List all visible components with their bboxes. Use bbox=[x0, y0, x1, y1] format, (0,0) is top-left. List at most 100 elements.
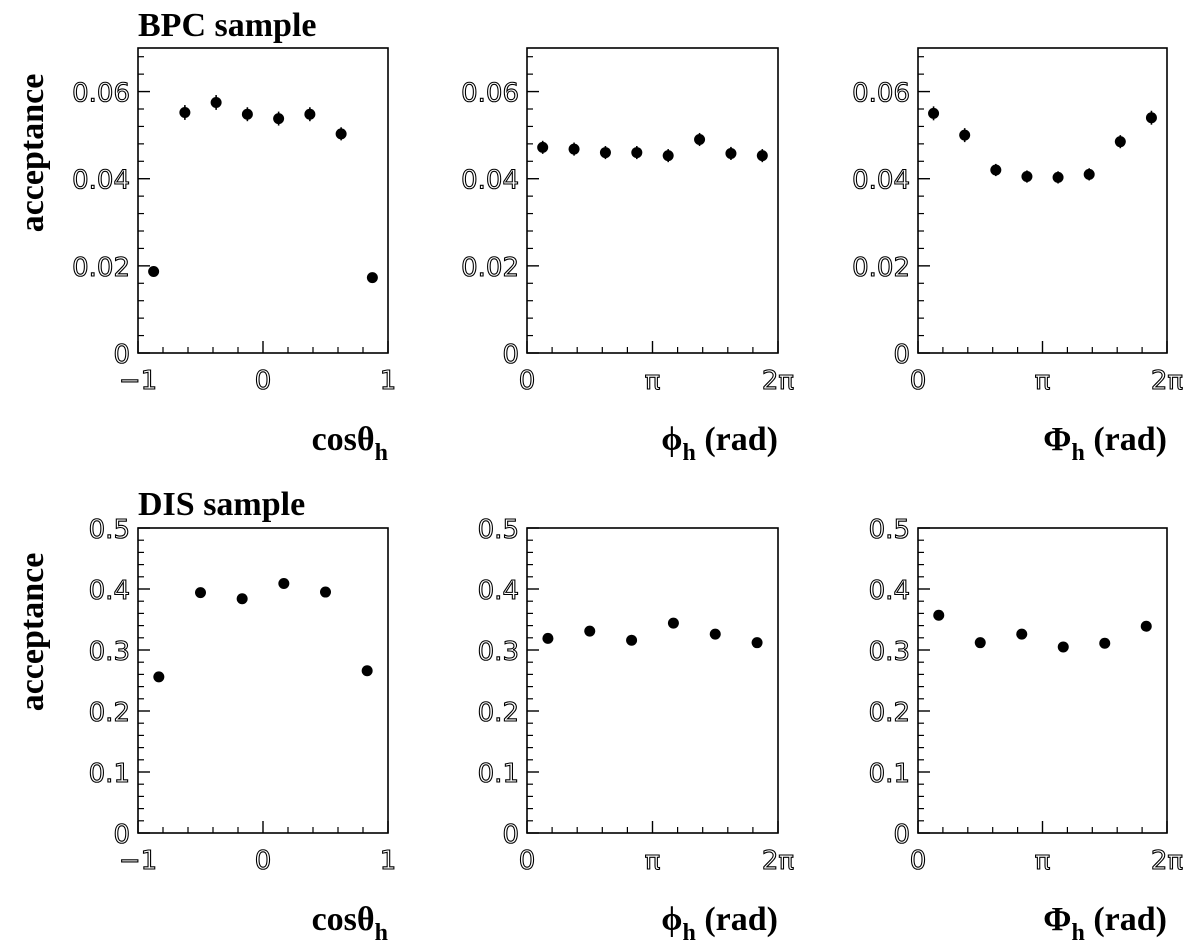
data-point bbox=[278, 578, 290, 590]
data-point bbox=[304, 108, 316, 120]
y-tick-label: 0 bbox=[893, 340, 910, 370]
data-point bbox=[1016, 628, 1028, 640]
plot-frame bbox=[526, 527, 779, 834]
y-tick-label: 0.06 bbox=[72, 79, 130, 109]
data-point bbox=[320, 586, 331, 598]
data-point bbox=[756, 150, 768, 162]
data-point bbox=[1145, 112, 1157, 124]
y-tick-label: 0 bbox=[893, 820, 910, 850]
y-tick-label: 0 bbox=[113, 820, 130, 850]
x-tick-label: 2π bbox=[762, 366, 794, 396]
y-tick-label: 0.04 bbox=[461, 166, 519, 196]
data-point bbox=[1057, 641, 1069, 653]
data-point bbox=[195, 587, 206, 599]
data-point bbox=[599, 147, 611, 159]
data-point bbox=[273, 113, 285, 125]
y-tick-label: 0.5 bbox=[869, 515, 910, 545]
data-point bbox=[709, 628, 721, 640]
data-point bbox=[1083, 168, 1095, 180]
data-point bbox=[537, 141, 549, 153]
x-axis-label: cosθh bbox=[312, 901, 388, 944]
y-tick-label: 0.4 bbox=[478, 576, 519, 606]
data-point bbox=[335, 128, 347, 140]
data-point bbox=[366, 272, 378, 284]
y-tick-label: 0.3 bbox=[869, 637, 910, 667]
data-point bbox=[568, 143, 580, 155]
y-tick-label: 0.2 bbox=[869, 698, 910, 728]
y-tick-label: 0.04 bbox=[852, 166, 910, 196]
x-tick-label: −1 bbox=[119, 366, 157, 396]
data-point bbox=[1021, 171, 1033, 183]
data-point bbox=[626, 634, 638, 646]
y-tick-label: 0.06 bbox=[461, 79, 519, 109]
y-tick-label: 0.4 bbox=[89, 576, 130, 606]
y-tick-label: 0.02 bbox=[852, 253, 910, 283]
data-point bbox=[667, 617, 679, 629]
data-point bbox=[974, 637, 986, 649]
data-point bbox=[694, 134, 706, 145]
ylabel-bottom: acceptance bbox=[14, 553, 51, 712]
y-tick-label: 0.04 bbox=[72, 166, 130, 196]
x-tick-label: 1 bbox=[380, 846, 397, 876]
x-tick-label: π bbox=[1035, 846, 1051, 876]
x-tick-label: −1 bbox=[119, 846, 157, 876]
y-tick-label: 0.2 bbox=[478, 698, 519, 728]
data-point bbox=[236, 593, 248, 605]
data-point bbox=[751, 637, 763, 649]
x-axis-label: Φh (rad) bbox=[1043, 421, 1167, 466]
data-point bbox=[241, 108, 253, 120]
y-tick-label: 0 bbox=[502, 340, 519, 370]
data-point bbox=[179, 106, 191, 118]
data-point bbox=[933, 609, 945, 621]
panel-3: 0 0.02 0.04 0.06 0 π 2π Φh (rad) bbox=[852, 47, 1184, 466]
x-tick-label: 0 bbox=[910, 366, 927, 396]
x-axis-label: ϕh (rad) bbox=[661, 421, 778, 466]
data-point bbox=[1114, 136, 1126, 148]
y-tick-label: 0.02 bbox=[72, 253, 130, 283]
data-point bbox=[631, 147, 643, 159]
y-tick-label: 0.3 bbox=[89, 637, 130, 667]
plot-frame bbox=[526, 47, 779, 354]
data-point bbox=[584, 625, 596, 637]
data-point bbox=[990, 164, 1002, 176]
y-tick-label: 0 bbox=[113, 340, 130, 370]
x-tick-label: 0 bbox=[910, 846, 927, 876]
x-tick-label: 0 bbox=[255, 366, 272, 396]
plot-frame bbox=[917, 527, 1168, 834]
y-tick-label: 0.4 bbox=[869, 576, 910, 606]
x-tick-label: 2π bbox=[1151, 366, 1183, 396]
data-point bbox=[148, 266, 160, 278]
row-title-bpc: BPC sample bbox=[138, 7, 317, 44]
data-point bbox=[725, 147, 737, 159]
x-tick-label: π bbox=[645, 846, 661, 876]
data-point bbox=[153, 671, 165, 683]
data-point bbox=[1140, 620, 1152, 632]
y-tick-label: 0.06 bbox=[852, 79, 910, 109]
data-point bbox=[1099, 637, 1111, 649]
x-axis-label: Φh (rad) bbox=[1043, 901, 1167, 944]
x-tick-label: 0 bbox=[519, 366, 536, 396]
plot-frame bbox=[137, 47, 389, 354]
x-tick-label: 0 bbox=[519, 846, 536, 876]
plot-frame bbox=[137, 527, 389, 834]
y-tick-label: 0.1 bbox=[478, 759, 519, 789]
y-tick-label: 0.2 bbox=[89, 698, 130, 728]
plot-frame bbox=[917, 47, 1168, 354]
ylabel-top: acceptance bbox=[14, 74, 51, 233]
data-point bbox=[542, 632, 554, 644]
x-tick-label: 0 bbox=[255, 846, 272, 876]
x-tick-label: π bbox=[1035, 366, 1051, 396]
data-point bbox=[959, 129, 971, 141]
panel-2: 0 0.02 0.04 0.06 0 π 2π ϕh (rad) bbox=[461, 47, 795, 466]
x-tick-label: 2π bbox=[1151, 846, 1183, 876]
panel-6: 0 0.1 0.2 0.3 0.4 0.5 0 π 2π Φh (rad) bbox=[868, 514, 1184, 944]
data-point bbox=[361, 665, 373, 677]
y-tick-label: 0.1 bbox=[869, 759, 910, 789]
data-point bbox=[662, 150, 674, 162]
y-tick-label: 0.1 bbox=[89, 759, 130, 789]
data-point bbox=[928, 107, 940, 119]
